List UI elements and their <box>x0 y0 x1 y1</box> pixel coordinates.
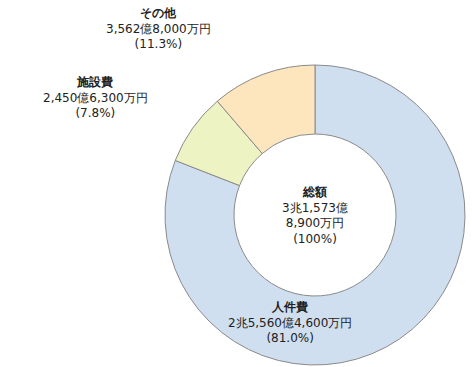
svg-text:施設費2,450億6,300万円(7.8%): 施設費2,450億6,300万円(7.8%) <box>43 75 148 120</box>
svg-text:その他3,562億8,000万円(11.3%): その他3,562億8,000万円(11.3%) <box>106 6 211 51</box>
svg-text:人件費2兆5,560億4,600万円(81.0%): 人件費2兆5,560億4,600万円(81.0%) <box>228 300 352 345</box>
svg-text:総額3兆1,573億8,900万円(100%): 総額3兆1,573億8,900万円(100%) <box>282 185 348 246</box>
